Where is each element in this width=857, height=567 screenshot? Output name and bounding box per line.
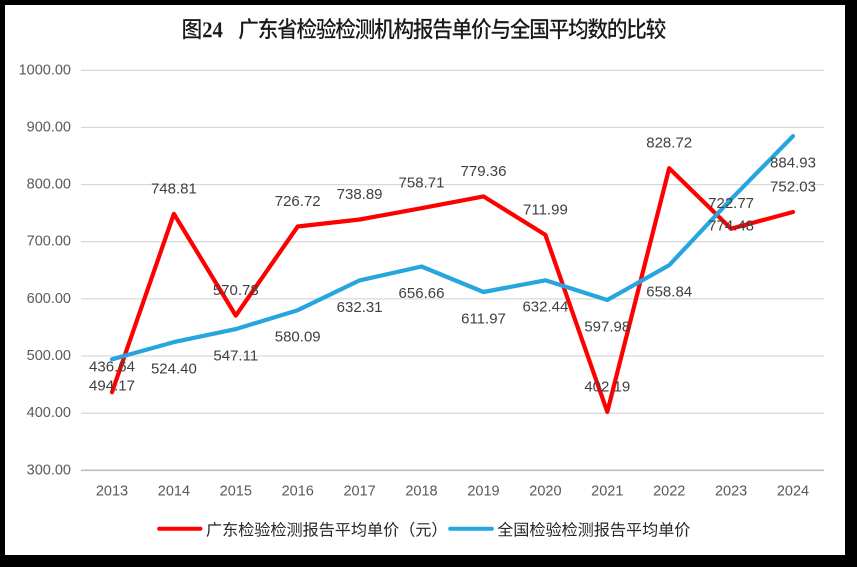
svg-text:500.00: 500.00 — [27, 348, 71, 364]
svg-text:658.84: 658.84 — [646, 284, 692, 301]
svg-text:774.48: 774.48 — [708, 218, 754, 235]
svg-text:2014: 2014 — [158, 484, 190, 500]
svg-text:779.36: 779.36 — [461, 163, 507, 180]
svg-text:580.09: 580.09 — [275, 329, 321, 346]
svg-text:726.72: 726.72 — [275, 193, 321, 210]
svg-text:2019: 2019 — [467, 484, 499, 500]
svg-text:570.78: 570.78 — [213, 282, 259, 299]
svg-text:632.44: 632.44 — [522, 299, 568, 316]
svg-text:597.98: 597.98 — [584, 318, 630, 335]
svg-text:2024: 2024 — [777, 484, 809, 500]
svg-text:600.00: 600.00 — [27, 291, 71, 307]
svg-text:2020: 2020 — [529, 484, 561, 500]
svg-text:400.00: 400.00 — [27, 405, 71, 421]
svg-text:711.99: 711.99 — [523, 201, 568, 218]
svg-text:2013: 2013 — [96, 484, 128, 500]
svg-text:494.17: 494.17 — [89, 378, 135, 395]
svg-text:2015: 2015 — [220, 484, 252, 500]
svg-text:2021: 2021 — [591, 484, 623, 500]
svg-text:2022: 2022 — [653, 484, 685, 500]
svg-text:632.31: 632.31 — [337, 299, 383, 316]
svg-text:547.11: 547.11 — [213, 348, 258, 365]
svg-text:2018: 2018 — [405, 484, 437, 500]
svg-text:656.66: 656.66 — [399, 285, 445, 302]
svg-text:524.40: 524.40 — [151, 361, 197, 378]
svg-text:884.93: 884.93 — [770, 155, 816, 172]
svg-text:611.97: 611.97 — [461, 310, 506, 327]
svg-text:828.72: 828.72 — [646, 135, 692, 152]
svg-text:2016: 2016 — [282, 484, 314, 500]
svg-text:2023: 2023 — [715, 484, 747, 500]
svg-text:758.71: 758.71 — [399, 175, 445, 192]
svg-text:300.00: 300.00 — [27, 462, 71, 478]
svg-text:436.64: 436.64 — [89, 359, 135, 376]
svg-text:800.00: 800.00 — [27, 177, 71, 193]
svg-text:900.00: 900.00 — [27, 119, 71, 135]
svg-text:1000.00: 1000.00 — [19, 62, 71, 78]
svg-text:738.89: 738.89 — [337, 186, 383, 203]
svg-text:402.19: 402.19 — [584, 378, 630, 395]
svg-text:700.00: 700.00 — [27, 234, 71, 250]
svg-text:722.77: 722.77 — [708, 195, 754, 212]
svg-text:2017: 2017 — [343, 484, 375, 500]
svg-text:752.03: 752.03 — [770, 179, 816, 196]
svg-text:748.81: 748.81 — [151, 180, 197, 197]
